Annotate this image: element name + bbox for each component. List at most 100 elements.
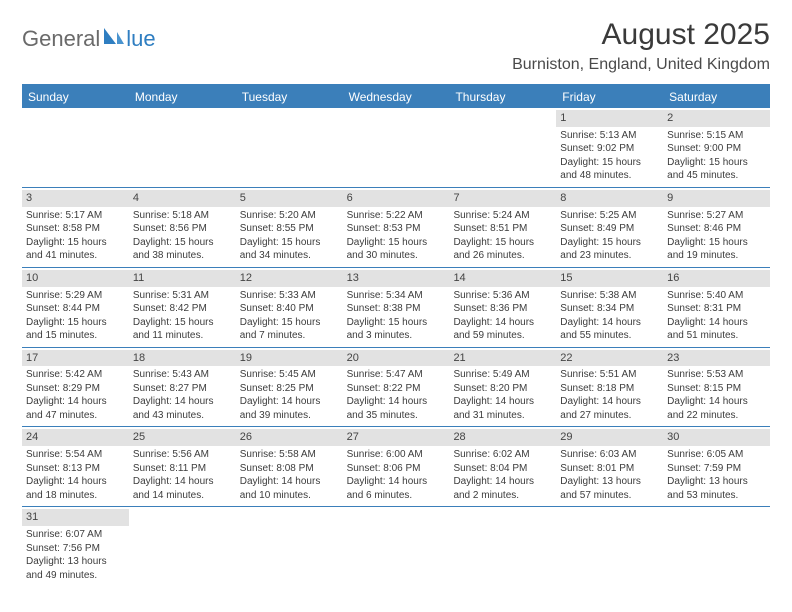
day-line-sunset: Sunset: 8:42 PM bbox=[133, 302, 232, 316]
logo: General lue bbox=[22, 18, 156, 52]
day-number: 14 bbox=[449, 270, 556, 287]
day-cell: 3Sunrise: 5:17 AMSunset: 8:58 PMDaylight… bbox=[22, 188, 129, 267]
day-line-sunset: Sunset: 8:49 PM bbox=[560, 222, 659, 236]
day-line-sunrise: Sunrise: 5:24 AM bbox=[453, 209, 552, 223]
day-number: 23 bbox=[663, 350, 770, 367]
day-cell: 20Sunrise: 5:47 AMSunset: 8:22 PMDayligh… bbox=[343, 348, 450, 427]
day-line-sunset: Sunset: 8:34 PM bbox=[560, 302, 659, 316]
day-cell: 18Sunrise: 5:43 AMSunset: 8:27 PMDayligh… bbox=[129, 348, 236, 427]
day-cell bbox=[236, 507, 343, 586]
day-number: 19 bbox=[236, 350, 343, 367]
dow-cell: Thursday bbox=[449, 86, 556, 108]
day-cell bbox=[663, 507, 770, 586]
dow-cell: Monday bbox=[129, 86, 236, 108]
day-cell: 29Sunrise: 6:03 AMSunset: 8:01 PMDayligh… bbox=[556, 427, 663, 506]
day-line-d1: Daylight: 15 hours bbox=[560, 156, 659, 170]
day-cell: 6Sunrise: 5:22 AMSunset: 8:53 PMDaylight… bbox=[343, 188, 450, 267]
day-line-d2: and 59 minutes. bbox=[453, 329, 552, 343]
day-line-d2: and 51 minutes. bbox=[667, 329, 766, 343]
day-number: 12 bbox=[236, 270, 343, 287]
day-line-sunrise: Sunrise: 5:36 AM bbox=[453, 289, 552, 303]
day-cell: 22Sunrise: 5:51 AMSunset: 8:18 PMDayligh… bbox=[556, 348, 663, 427]
day-cell: 28Sunrise: 6:02 AMSunset: 8:04 PMDayligh… bbox=[449, 427, 556, 506]
day-line-sunrise: Sunrise: 5:25 AM bbox=[560, 209, 659, 223]
day-line-sunrise: Sunrise: 5:31 AM bbox=[133, 289, 232, 303]
day-line-d1: Daylight: 14 hours bbox=[133, 395, 232, 409]
day-cell: 11Sunrise: 5:31 AMSunset: 8:42 PMDayligh… bbox=[129, 268, 236, 347]
day-line-d1: Daylight: 14 hours bbox=[453, 316, 552, 330]
day-cell: 12Sunrise: 5:33 AMSunset: 8:40 PMDayligh… bbox=[236, 268, 343, 347]
day-line-sunset: Sunset: 8:18 PM bbox=[560, 382, 659, 396]
day-line-sunrise: Sunrise: 5:27 AM bbox=[667, 209, 766, 223]
day-line-sunset: Sunset: 8:06 PM bbox=[347, 462, 446, 476]
day-number: 10 bbox=[22, 270, 129, 287]
day-line-d2: and 41 minutes. bbox=[26, 249, 125, 263]
day-line-sunset: Sunset: 8:29 PM bbox=[26, 382, 125, 396]
day-number: 13 bbox=[343, 270, 450, 287]
day-line-d2: and 43 minutes. bbox=[133, 409, 232, 423]
day-cell: 1Sunrise: 5:13 AMSunset: 9:02 PMDaylight… bbox=[556, 108, 663, 187]
day-line-d2: and 45 minutes. bbox=[667, 169, 766, 183]
day-line-sunset: Sunset: 8:15 PM bbox=[667, 382, 766, 396]
day-line-sunrise: Sunrise: 5:49 AM bbox=[453, 368, 552, 382]
day-line-d2: and 26 minutes. bbox=[453, 249, 552, 263]
day-line-sunset: Sunset: 8:58 PM bbox=[26, 222, 125, 236]
day-line-d1: Daylight: 14 hours bbox=[26, 395, 125, 409]
day-line-d1: Daylight: 15 hours bbox=[26, 316, 125, 330]
day-number: 15 bbox=[556, 270, 663, 287]
day-line-sunrise: Sunrise: 5:45 AM bbox=[240, 368, 339, 382]
day-line-sunset: Sunset: 8:27 PM bbox=[133, 382, 232, 396]
day-line-sunset: Sunset: 8:44 PM bbox=[26, 302, 125, 316]
day-line-d2: and 15 minutes. bbox=[26, 329, 125, 343]
day-line-d1: Daylight: 14 hours bbox=[453, 475, 552, 489]
day-line-sunrise: Sunrise: 5:17 AM bbox=[26, 209, 125, 223]
day-line-d2: and 34 minutes. bbox=[240, 249, 339, 263]
day-line-sunrise: Sunrise: 5:51 AM bbox=[560, 368, 659, 382]
dow-cell: Sunday bbox=[22, 86, 129, 108]
day-line-sunrise: Sunrise: 6:03 AM bbox=[560, 448, 659, 462]
day-of-week-header: SundayMondayTuesdayWednesdayThursdayFrid… bbox=[22, 86, 770, 108]
day-line-sunrise: Sunrise: 5:42 AM bbox=[26, 368, 125, 382]
day-line-sunrise: Sunrise: 5:43 AM bbox=[133, 368, 232, 382]
day-line-sunrise: Sunrise: 5:22 AM bbox=[347, 209, 446, 223]
day-line-d1: Daylight: 15 hours bbox=[667, 236, 766, 250]
day-cell bbox=[129, 507, 236, 586]
day-number: 24 bbox=[22, 429, 129, 446]
day-line-d1: Daylight: 14 hours bbox=[667, 316, 766, 330]
day-line-sunrise: Sunrise: 5:40 AM bbox=[667, 289, 766, 303]
day-line-sunrise: Sunrise: 5:29 AM bbox=[26, 289, 125, 303]
day-line-d1: Daylight: 14 hours bbox=[133, 475, 232, 489]
day-number: 25 bbox=[129, 429, 236, 446]
dow-cell: Wednesday bbox=[343, 86, 450, 108]
day-line-d2: and 2 minutes. bbox=[453, 489, 552, 503]
week-row: 1Sunrise: 5:13 AMSunset: 9:02 PMDaylight… bbox=[22, 108, 770, 188]
day-cell: 27Sunrise: 6:00 AMSunset: 8:06 PMDayligh… bbox=[343, 427, 450, 506]
day-line-sunset: Sunset: 8:31 PM bbox=[667, 302, 766, 316]
day-line-d1: Daylight: 15 hours bbox=[667, 156, 766, 170]
logo-text-right: lue bbox=[126, 26, 155, 52]
day-cell: 7Sunrise: 5:24 AMSunset: 8:51 PMDaylight… bbox=[449, 188, 556, 267]
day-line-d2: and 3 minutes. bbox=[347, 329, 446, 343]
day-number: 5 bbox=[236, 190, 343, 207]
day-line-sunset: Sunset: 7:59 PM bbox=[667, 462, 766, 476]
day-line-sunset: Sunset: 8:55 PM bbox=[240, 222, 339, 236]
day-line-sunset: Sunset: 9:00 PM bbox=[667, 142, 766, 156]
day-line-sunset: Sunset: 8:20 PM bbox=[453, 382, 552, 396]
day-line-d1: Daylight: 14 hours bbox=[667, 395, 766, 409]
day-line-d2: and 30 minutes. bbox=[347, 249, 446, 263]
logo-text-left: General bbox=[22, 26, 100, 52]
day-line-d2: and 55 minutes. bbox=[560, 329, 659, 343]
day-number: 30 bbox=[663, 429, 770, 446]
day-cell: 15Sunrise: 5:38 AMSunset: 8:34 PMDayligh… bbox=[556, 268, 663, 347]
day-cell: 4Sunrise: 5:18 AMSunset: 8:56 PMDaylight… bbox=[129, 188, 236, 267]
day-cell: 30Sunrise: 6:05 AMSunset: 7:59 PMDayligh… bbox=[663, 427, 770, 506]
day-line-d1: Daylight: 14 hours bbox=[560, 316, 659, 330]
day-number: 9 bbox=[663, 190, 770, 207]
day-number: 31 bbox=[22, 509, 129, 526]
day-cell: 25Sunrise: 5:56 AMSunset: 8:11 PMDayligh… bbox=[129, 427, 236, 506]
day-line-d1: Daylight: 14 hours bbox=[347, 395, 446, 409]
week-row: 31Sunrise: 6:07 AMSunset: 7:56 PMDayligh… bbox=[22, 507, 770, 586]
day-line-d1: Daylight: 14 hours bbox=[240, 475, 339, 489]
dow-cell: Friday bbox=[556, 86, 663, 108]
header: General lue August 2025 Burniston, Engla… bbox=[22, 18, 770, 74]
